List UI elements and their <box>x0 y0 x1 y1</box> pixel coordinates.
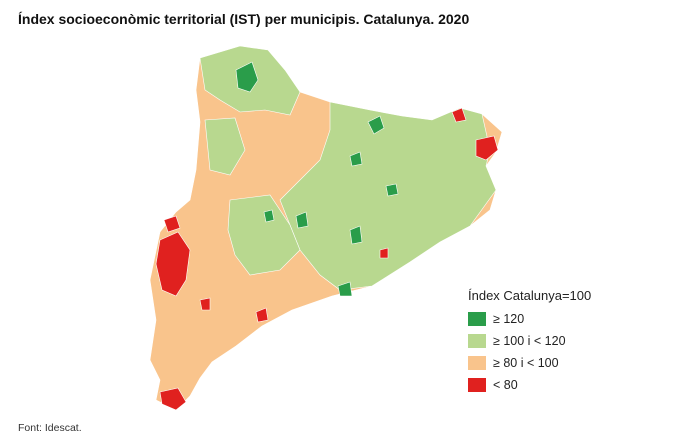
legend-label: ≥ 80 i < 100 <box>493 356 559 370</box>
region-patch <box>155 231 191 297</box>
region-patch <box>159 387 187 411</box>
region-patch <box>227 194 301 276</box>
legend-label: < 80 <box>493 378 518 392</box>
region-patch <box>367 115 385 135</box>
region-patch <box>263 209 275 223</box>
region-patch <box>349 225 363 245</box>
legend-title: Índex Catalunya=100 <box>468 288 591 303</box>
region-patch <box>255 307 269 323</box>
region-patch <box>199 297 211 311</box>
map <box>149 45 503 411</box>
legend-swatch <box>468 334 486 348</box>
region-patch <box>337 281 353 297</box>
region-patch <box>475 135 499 161</box>
region-patch <box>235 61 259 93</box>
region-patch <box>163 215 181 233</box>
region-patch <box>295 211 309 229</box>
map-title: Índex socioeconòmic territorial (IST) pe… <box>18 11 469 27</box>
source: Font: Idescat. <box>18 422 82 434</box>
region-patch <box>451 107 467 123</box>
legend-swatch <box>468 356 486 370</box>
region-patch <box>379 247 389 259</box>
region-patch <box>204 117 246 176</box>
legend-swatch <box>468 312 486 326</box>
region-patch <box>385 183 399 197</box>
legend: ≥ 120 ≥ 100 i < 120 ≥ 80 i < 100 < 80 <box>468 312 566 392</box>
region-patch <box>349 151 363 167</box>
legend-swatch <box>468 378 486 392</box>
legend-label: ≥ 120 <box>493 312 524 326</box>
legend-label: ≥ 100 i < 120 <box>493 334 566 348</box>
